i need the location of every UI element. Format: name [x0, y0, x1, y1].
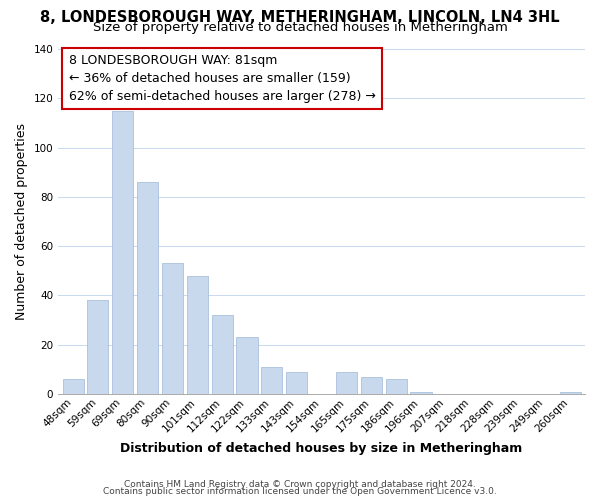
Y-axis label: Number of detached properties: Number of detached properties: [15, 123, 28, 320]
Text: Contains public sector information licensed under the Open Government Licence v3: Contains public sector information licen…: [103, 487, 497, 496]
Bar: [410, 392, 431, 394]
Bar: [236, 338, 257, 394]
X-axis label: Distribution of detached houses by size in Metheringham: Distribution of detached houses by size …: [121, 442, 523, 455]
Bar: [386, 379, 407, 394]
Bar: [162, 264, 183, 394]
Bar: [137, 182, 158, 394]
Bar: [336, 372, 357, 394]
Bar: [286, 372, 307, 394]
Text: Size of property relative to detached houses in Metheringham: Size of property relative to detached ho…: [92, 21, 508, 34]
Bar: [212, 315, 233, 394]
Bar: [88, 300, 109, 394]
Text: Contains HM Land Registry data © Crown copyright and database right 2024.: Contains HM Land Registry data © Crown c…: [124, 480, 476, 489]
Text: 8, LONDESBOROUGH WAY, METHERINGHAM, LINCOLN, LN4 3HL: 8, LONDESBOROUGH WAY, METHERINGHAM, LINC…: [40, 10, 560, 25]
Bar: [262, 367, 283, 394]
Bar: [187, 276, 208, 394]
Bar: [560, 392, 581, 394]
Bar: [62, 379, 83, 394]
Bar: [112, 110, 133, 394]
Text: 8 LONDESBOROUGH WAY: 81sqm
← 36% of detached houses are smaller (159)
62% of sem: 8 LONDESBOROUGH WAY: 81sqm ← 36% of deta…: [69, 54, 376, 103]
Bar: [361, 377, 382, 394]
